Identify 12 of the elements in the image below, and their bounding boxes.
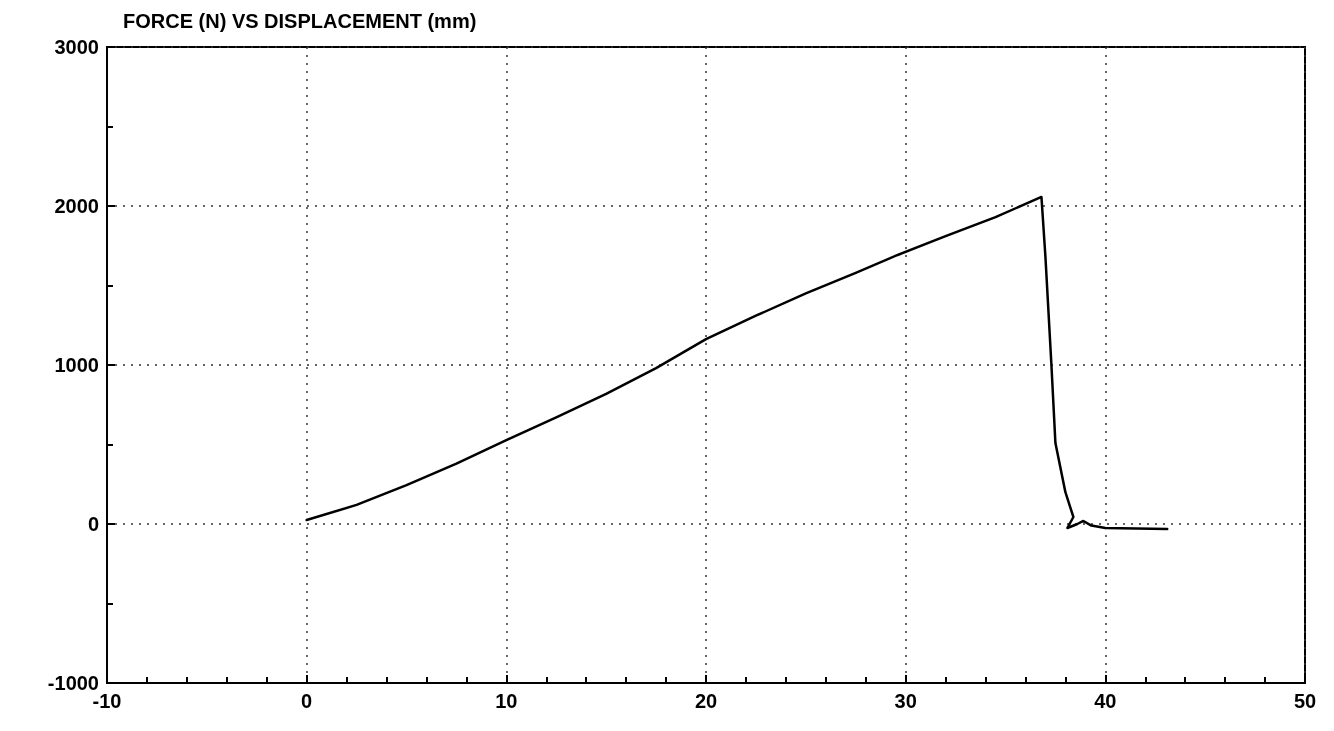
- x-tick-label: 30: [894, 690, 917, 712]
- x-tick-label: 50: [1293, 690, 1317, 712]
- line-series: [305, 195, 1169, 531]
- x-tick-label: 10: [495, 690, 518, 712]
- chart-title: FORCE (N) VS DISPLACEMENT (mm): [123, 10, 477, 32]
- y-tick-label: 1000: [54, 354, 99, 376]
- y-tick-label: 0: [87, 513, 99, 535]
- y-tick-label: 3000: [54, 36, 99, 58]
- x-tick-label: 40: [1094, 690, 1117, 712]
- y-tick-label: 2000: [54, 195, 99, 217]
- x-tick-label: 0: [301, 690, 313, 712]
- x-tick-label: 20: [694, 690, 718, 712]
